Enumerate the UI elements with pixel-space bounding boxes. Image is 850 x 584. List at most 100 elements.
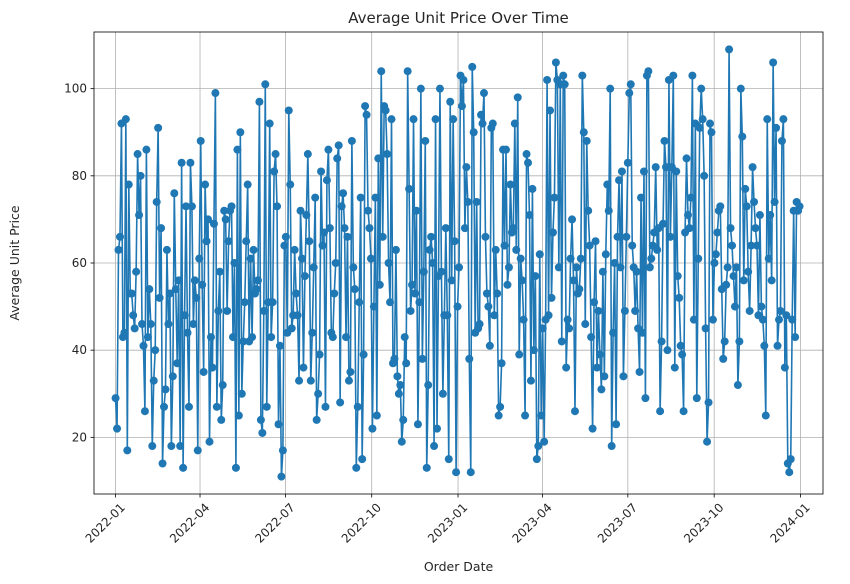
data-point xyxy=(468,62,477,71)
data-point xyxy=(606,84,615,93)
data-point xyxy=(534,442,543,451)
data-point xyxy=(791,333,800,342)
data-point xyxy=(295,376,304,385)
data-point xyxy=(760,341,769,350)
data-point xyxy=(620,306,629,315)
data-point xyxy=(140,407,149,416)
data-point xyxy=(160,402,169,411)
data-point xyxy=(695,123,704,132)
data-point xyxy=(524,158,533,167)
data-point xyxy=(770,197,779,206)
data-point xyxy=(139,341,148,350)
data-point xyxy=(224,237,233,246)
data-point xyxy=(767,276,776,285)
data-point xyxy=(617,167,626,176)
data-point xyxy=(229,333,237,342)
data-point xyxy=(587,333,596,342)
data-point xyxy=(566,254,575,263)
data-point xyxy=(544,311,553,320)
data-point xyxy=(612,420,621,429)
data-point xyxy=(177,158,186,167)
data-point xyxy=(189,320,198,329)
data-point xyxy=(430,442,439,451)
data-point xyxy=(657,337,666,346)
data-point xyxy=(300,272,309,281)
data-point xyxy=(347,136,356,145)
x-axis-label: Order Date xyxy=(424,559,494,574)
data-point xyxy=(704,398,713,407)
data-point xyxy=(452,468,461,477)
data-point xyxy=(509,224,518,233)
data-point xyxy=(201,180,210,189)
data-point xyxy=(215,267,224,276)
data-point xyxy=(733,381,742,390)
data-point xyxy=(331,259,340,267)
data-point xyxy=(457,102,466,111)
data-point xyxy=(670,363,679,372)
data-point xyxy=(645,263,654,272)
data-point xyxy=(741,184,750,193)
y-tick-label: 80 xyxy=(72,169,87,183)
data-point xyxy=(644,67,653,76)
data-point xyxy=(314,389,323,398)
data-point xyxy=(688,71,697,80)
data-point xyxy=(214,306,223,315)
data-point xyxy=(653,245,662,254)
data-point xyxy=(675,293,684,302)
data-point xyxy=(761,411,770,420)
data-point xyxy=(659,219,668,228)
data-point xyxy=(450,237,459,246)
data-point xyxy=(590,298,599,307)
data-point xyxy=(234,411,243,420)
data-point xyxy=(146,320,155,329)
data-point xyxy=(427,232,436,241)
data-point xyxy=(184,402,193,411)
data-point xyxy=(171,285,180,294)
data-point xyxy=(795,202,804,211)
data-point xyxy=(570,407,579,416)
data-point xyxy=(613,232,622,241)
data-point xyxy=(187,202,196,211)
data-point xyxy=(769,58,778,67)
data-point xyxy=(390,354,399,363)
data-point xyxy=(143,333,152,342)
data-point xyxy=(684,211,692,220)
data-point xyxy=(710,259,719,267)
y-tick-label: 40 xyxy=(72,343,87,357)
data-point xyxy=(336,398,345,407)
data-point xyxy=(202,237,211,246)
data-point xyxy=(412,206,421,215)
data-point xyxy=(273,202,282,211)
data-point xyxy=(419,267,428,276)
data-point xyxy=(275,341,284,350)
data-point xyxy=(446,97,455,106)
data-point xyxy=(240,298,249,307)
data-point xyxy=(253,276,262,285)
data-point xyxy=(221,215,230,224)
data-point xyxy=(378,232,387,241)
data-point xyxy=(661,163,670,172)
data-point xyxy=(623,158,632,167)
data-point xyxy=(526,376,535,385)
data-point xyxy=(672,167,681,176)
data-point xyxy=(179,463,188,472)
data-point xyxy=(460,224,469,233)
data-point xyxy=(258,428,267,437)
data-point xyxy=(362,110,371,119)
data-point xyxy=(735,337,744,346)
data-point xyxy=(271,150,280,159)
data-point xyxy=(317,167,326,176)
data-point xyxy=(447,276,456,285)
data-point xyxy=(747,241,756,250)
data-point xyxy=(600,372,609,381)
data-point xyxy=(597,385,606,394)
data-point xyxy=(496,402,505,411)
data-point xyxy=(205,437,214,446)
data-point xyxy=(162,245,171,254)
data-point xyxy=(619,372,628,381)
data-point xyxy=(148,442,157,451)
data-point xyxy=(682,154,691,163)
data-point xyxy=(377,67,386,76)
data-point xyxy=(297,254,306,263)
data-point xyxy=(278,446,287,455)
